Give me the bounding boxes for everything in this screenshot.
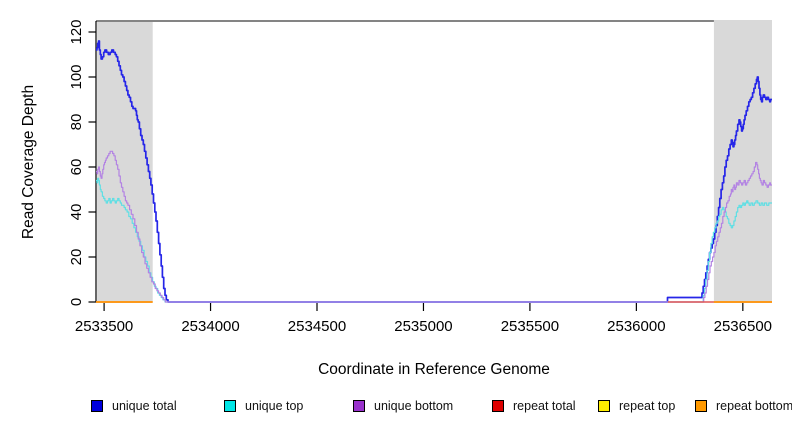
- series-line-unique-total: [96, 40, 772, 303]
- legend-item-unique-total: unique total: [91, 399, 177, 413]
- legend-label: repeat total: [513, 399, 576, 413]
- legend-item-unique-top: unique top: [224, 399, 303, 413]
- y-axis-title: Read Coverage Depth: [20, 85, 37, 239]
- y-tick-label: 100: [68, 64, 85, 89]
- legend-swatch-unique-top: [224, 400, 236, 412]
- legend-label: repeat bottom: [716, 399, 792, 413]
- y-tick-label: 60: [68, 159, 85, 176]
- legend-swatch-unique-bottom: [353, 400, 365, 412]
- legend-item-unique-bottom: unique bottom: [353, 399, 453, 413]
- x-axis-title: Coordinate in Reference Genome: [318, 361, 550, 378]
- y-tick-label: 0: [68, 298, 85, 306]
- legend-swatch-repeat-total: [492, 400, 504, 412]
- series-line-unique-bottom: [96, 150, 772, 303]
- legend-item-repeat-bottom: repeat bottom: [695, 399, 792, 413]
- legend-swatch-unique-total: [91, 400, 103, 412]
- legend-label: unique bottom: [374, 399, 454, 413]
- legend-label: unique top: [245, 399, 304, 413]
- legend-label: repeat top: [619, 399, 676, 413]
- repeat-region-right: [713, 20, 772, 302]
- y-tick-label: 20: [68, 249, 85, 266]
- legend-item-repeat-total: repeat total: [492, 399, 576, 413]
- x-tick-label: 2536000: [607, 318, 665, 335]
- x-tick-label: 2535000: [394, 318, 452, 335]
- legend-label: unique total: [112, 399, 177, 413]
- y-tick-label: 80: [68, 114, 85, 131]
- x-tick-label: 2534500: [288, 318, 346, 335]
- x-tick-label: 2534000: [181, 318, 239, 335]
- legend-swatch-repeat-bottom: [695, 400, 707, 412]
- x-tick-label: 2533500: [75, 318, 133, 335]
- x-tick-label: 2535500: [501, 318, 559, 335]
- legend-item-repeat-top: repeat top: [598, 399, 675, 413]
- y-tick-label: 40: [68, 204, 85, 221]
- series-line-unique-top: [96, 177, 772, 303]
- x-tick-label: 2536500: [714, 318, 772, 335]
- legend-swatch-repeat-top: [598, 400, 610, 412]
- chart-legend: unique total unique top unique bottom repea…: [0, 399, 792, 417]
- y-tick-label: 120: [68, 19, 85, 44]
